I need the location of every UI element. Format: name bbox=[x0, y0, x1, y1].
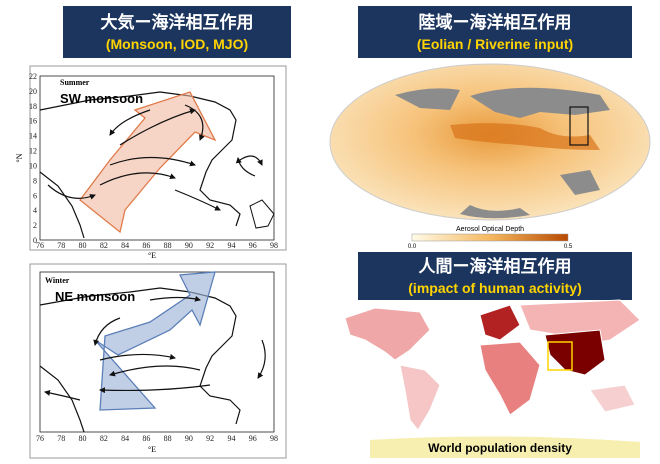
x-axis-label: °E bbox=[148, 445, 156, 454]
coastline bbox=[249, 199, 275, 229]
x-tick-label: 78 bbox=[57, 434, 65, 443]
x-axis-label: °E bbox=[148, 251, 156, 260]
monsoon-label: SW monsoon bbox=[60, 91, 143, 106]
south-asia bbox=[544, 329, 606, 376]
header-title: 陸域ー海洋相互作用 bbox=[418, 13, 572, 32]
x-tick-label: 84 bbox=[121, 434, 129, 443]
current-arrows bbox=[47, 104, 263, 211]
x-tick-label: 78 bbox=[57, 241, 65, 250]
y-tick-label: 20 bbox=[29, 87, 37, 96]
coastline bbox=[39, 287, 241, 433]
map-caption: World population density bbox=[428, 441, 572, 455]
south-america bbox=[399, 364, 441, 431]
header-title: 大気ー海洋相互作用 bbox=[100, 13, 254, 32]
x-tick-label: 94 bbox=[227, 241, 235, 250]
australia bbox=[589, 384, 636, 413]
x-tick-label: 94 bbox=[227, 434, 235, 443]
x-tick-label: 88 bbox=[164, 241, 172, 250]
africa bbox=[479, 341, 541, 416]
monsoon-arrow bbox=[79, 91, 217, 234]
highlight-box bbox=[547, 341, 573, 371]
current-arrows bbox=[44, 295, 266, 401]
y-tick-label: 8 bbox=[33, 176, 37, 185]
no-data-area bbox=[395, 87, 610, 219]
x-tick-label: 92 bbox=[206, 241, 214, 250]
antarctica bbox=[370, 436, 640, 458]
y-tick-label: 2 bbox=[33, 221, 37, 230]
header-subtitle: (Eolian / Riverine input) bbox=[416, 36, 574, 52]
x-tick-label: 86 bbox=[142, 241, 150, 250]
monsoon-label: NE monsoon bbox=[55, 289, 135, 304]
north-america bbox=[344, 307, 431, 361]
colorbar-max: 0.5 bbox=[564, 244, 573, 250]
y-tick-label: 16 bbox=[29, 117, 37, 126]
x-tick-label: 80 bbox=[79, 434, 87, 443]
population-map bbox=[344, 299, 641, 458]
y-tick-label: 22 bbox=[29, 72, 37, 81]
x-tick-label: 96 bbox=[249, 434, 257, 443]
x-tick-label: 90 bbox=[185, 434, 193, 443]
header-land: 陸域ー海洋相互作用 (Eolian / Riverine input) bbox=[358, 6, 632, 58]
header-subtitle: (Monsoon, IOD, MJO) bbox=[105, 36, 249, 52]
season-label: Summer bbox=[60, 78, 90, 87]
y-tick-label: 10 bbox=[29, 161, 37, 170]
season-label: Winter bbox=[45, 276, 70, 285]
x-tick-label: 92 bbox=[206, 434, 214, 443]
summer-plot bbox=[39, 75, 275, 241]
x-tick-label: 82 bbox=[100, 434, 108, 443]
x-tick-label: 80 bbox=[79, 241, 87, 250]
y-tick-label: 14 bbox=[29, 132, 37, 141]
header-subtitle: (impact of human activity) bbox=[408, 280, 582, 296]
x-tick-label: 76 bbox=[36, 241, 44, 250]
winter-plot bbox=[39, 271, 275, 433]
x-tick-label: 84 bbox=[121, 241, 129, 250]
x-tick-label: 88 bbox=[164, 434, 172, 443]
y-tick-label: 18 bbox=[29, 102, 37, 111]
header-human: 人間ー海洋相互作用 (impact of human activity) bbox=[358, 252, 632, 300]
y-tick-label: 0 bbox=[33, 236, 37, 245]
x-tick-label: 76 bbox=[36, 434, 44, 443]
x-tick-label: 90 bbox=[185, 241, 193, 250]
y-axis-label: °N bbox=[15, 153, 24, 162]
y-tick-label: 12 bbox=[29, 147, 37, 156]
colorbar-title: Aerosol Optical Depth bbox=[456, 226, 524, 233]
colorbar-min: 0.0 bbox=[408, 244, 417, 250]
x-tick-label: 98 bbox=[270, 241, 278, 250]
monsoon-arrow bbox=[94, 271, 216, 411]
winter-frame bbox=[29, 263, 287, 459]
x-tick-label: 82 bbox=[100, 241, 108, 250]
coastline bbox=[39, 91, 241, 239]
x-tick-label: 86 bbox=[142, 434, 150, 443]
y-tick-label: 4 bbox=[33, 206, 37, 215]
x-tick-label: 96 bbox=[249, 241, 257, 250]
x-tick-label: 98 bbox=[270, 434, 278, 443]
header-atmosphere: 大気ー海洋相互作用 (Monsoon, IOD, MJO) bbox=[63, 6, 291, 58]
dust-plume bbox=[450, 123, 600, 150]
header-title: 人間ー海洋相互作用 bbox=[418, 257, 572, 276]
y-tick-label: 6 bbox=[33, 191, 37, 200]
europe bbox=[479, 304, 521, 341]
colorbar bbox=[411, 233, 569, 242]
highlight-box bbox=[569, 106, 589, 146]
